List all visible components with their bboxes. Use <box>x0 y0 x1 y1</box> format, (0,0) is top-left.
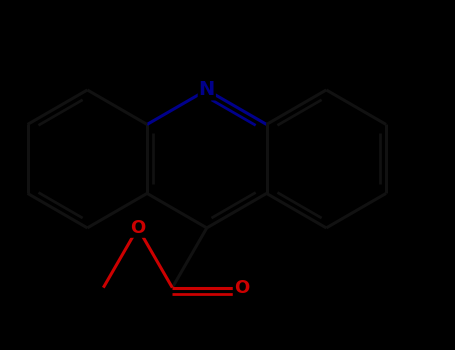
Text: O: O <box>130 219 146 237</box>
Text: O: O <box>234 279 249 297</box>
Text: N: N <box>199 80 215 99</box>
